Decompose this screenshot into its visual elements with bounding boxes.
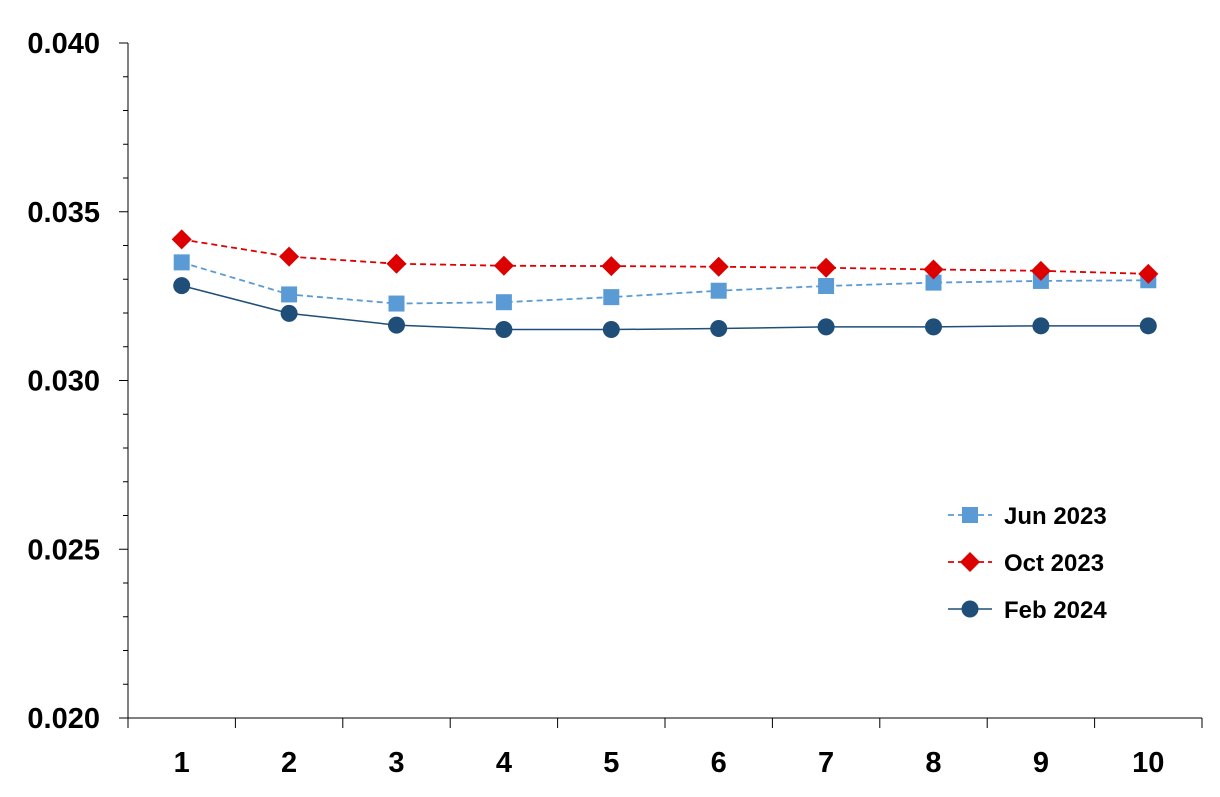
legend-label: Oct 2023 <box>1004 550 1104 577</box>
data-point-jun-2023 <box>818 278 835 294</box>
data-point-jun-2023 <box>1032 272 1049 289</box>
x-tick-label: 4 <box>496 747 512 779</box>
y-tick-label: 0.035 <box>27 197 100 229</box>
data-point-oct-2023 <box>171 229 192 250</box>
x-tick-label: 5 <box>603 747 619 779</box>
data-point-jun-2023 <box>603 289 620 306</box>
data-point-oct-2023 <box>493 255 514 276</box>
data-point-jun-2023 <box>281 286 298 303</box>
data-point-oct-2023 <box>279 246 300 267</box>
data-point-oct-2023 <box>1138 263 1159 284</box>
data-point-feb-2024 <box>173 277 191 295</box>
x-tick-label: 8 <box>925 747 941 779</box>
x-tick-label: 10 <box>1132 747 1164 779</box>
data-point-jun-2023 <box>388 295 405 312</box>
legend-marker <box>960 552 980 572</box>
series-oct-2023 <box>171 229 1159 284</box>
data-point-oct-2023 <box>923 259 944 280</box>
y-tick-label: 0.040 <box>27 28 100 60</box>
x-tick-label: 3 <box>388 747 404 779</box>
data-point-oct-2023 <box>386 253 407 274</box>
series-feb-2024 <box>173 277 1157 339</box>
data-point-feb-2024 <box>602 321 620 339</box>
data-point-jun-2023 <box>173 254 190 271</box>
data-point-feb-2024 <box>1139 317 1157 335</box>
y-tick-label: 0.025 <box>27 534 100 566</box>
legend-item-jun-2023: Jun 2023 <box>948 503 1107 530</box>
data-point-jun-2023 <box>710 282 727 299</box>
data-point-feb-2024 <box>817 318 835 336</box>
data-point-feb-2024 <box>710 320 728 338</box>
x-tick-label: 6 <box>711 747 727 779</box>
x-tick-label: 9 <box>1033 747 1049 779</box>
data-point-feb-2024 <box>388 316 405 334</box>
x-tick-label: 1 <box>174 747 190 779</box>
series-line-oct-2023 <box>181 238 1149 275</box>
legend-marker <box>962 507 978 523</box>
legend-marker <box>961 600 979 618</box>
series-jun-2023 <box>173 254 1157 312</box>
legend-item-oct-2023: Oct 2023 <box>948 550 1104 577</box>
legend-label: Feb 2024 <box>1004 597 1107 624</box>
axes: 0.020 0.025 0.030 0.035 0.040 1 2 3 4 5 6 7 8 9 10 <box>27 28 1203 779</box>
legend-item-feb-2024: Feb 2024 <box>948 597 1107 624</box>
x-tick-label: 7 <box>818 747 834 779</box>
data-point-oct-2023 <box>708 256 729 277</box>
y-tick-label: 0.020 <box>27 703 100 735</box>
legend: Jun 2023 Oct 2023 Feb 2024 <box>948 503 1107 624</box>
data-point-feb-2024 <box>925 318 942 336</box>
data-point-jun-2023 <box>495 294 512 311</box>
data-point-oct-2023 <box>601 256 622 277</box>
data-point-feb-2024 <box>495 321 513 339</box>
data-point-jun-2023 <box>925 274 942 291</box>
y-tick-label: 0.030 <box>27 366 100 398</box>
series-line-jun-2023 <box>181 261 1149 305</box>
data-point-feb-2024 <box>280 304 298 322</box>
data-point-oct-2023 <box>816 257 837 278</box>
series-line-feb-2024 <box>181 284 1149 331</box>
x-tick-label: 2 <box>281 747 297 779</box>
legend-label: Jun 2023 <box>1004 503 1107 530</box>
series-layer <box>171 229 1159 339</box>
data-point-feb-2024 <box>1032 317 1050 335</box>
data-point-oct-2023 <box>1030 260 1051 281</box>
